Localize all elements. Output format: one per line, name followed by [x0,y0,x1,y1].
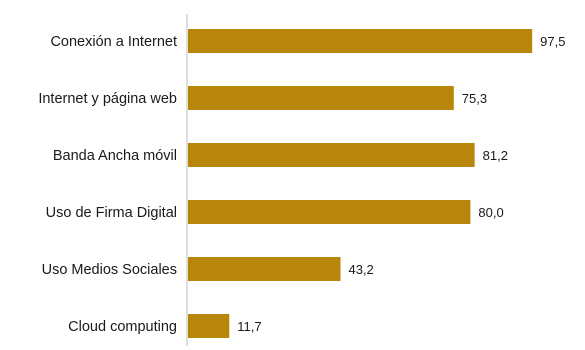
bar-5 [188,314,230,338]
bar-3 [188,200,471,224]
bars-group: Conexión a Internet 97,5 Internet y página… [38,29,565,338]
bar-0 [188,29,533,53]
value-label-4: 43,2 [348,262,373,277]
category-label-5: Cloud computing [68,319,177,335]
bar-2 [188,143,475,167]
value-label-1: 75,3 [462,91,487,106]
category-label-0: Conexión a Internet [50,34,177,50]
bar-4 [188,257,341,281]
category-label-4: Uso Medios Sociales [42,262,177,278]
bar-1 [188,86,454,110]
value-label-2: 81,2 [483,148,508,163]
category-label-3: Uso de Firma Digital [46,205,177,221]
category-label-2: Banda Ancha móvil [53,148,177,164]
category-label-1: Internet y página web [38,91,177,107]
value-label-5: 11,7 [237,319,261,334]
value-label-3: 80,0 [478,205,503,220]
value-label-0: 97,5 [540,34,565,49]
